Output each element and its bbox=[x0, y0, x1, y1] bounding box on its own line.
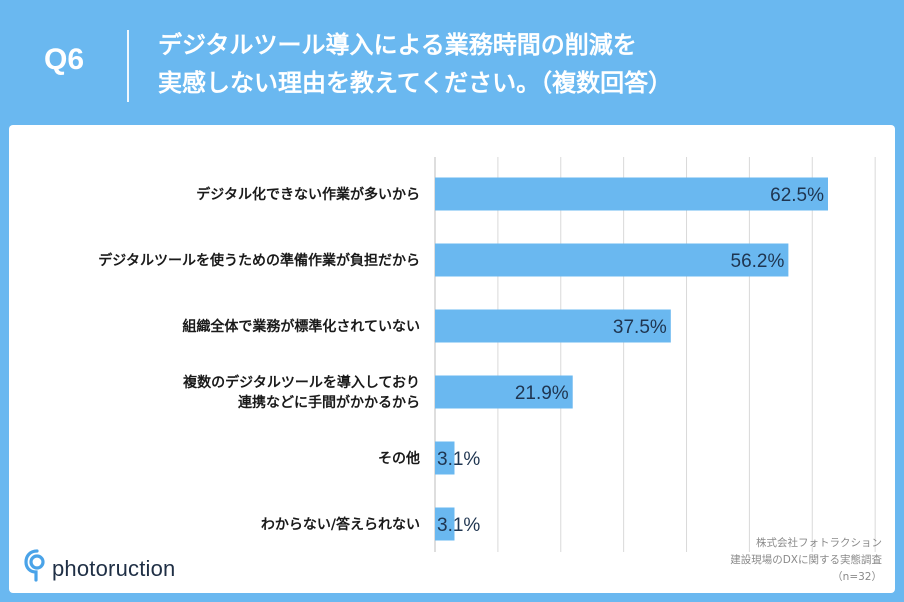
data-label: 56.2% bbox=[731, 251, 785, 272]
category-label: 組織全体で業務が標準化されていない bbox=[182, 318, 420, 335]
category-label: デジタルツールを使うための準備作業が負担だから bbox=[98, 252, 420, 269]
brand-logo-text: photoruction bbox=[52, 556, 176, 581]
bar bbox=[435, 507, 455, 541]
question-number: Q6 bbox=[44, 43, 85, 76]
title-line-1: デジタルツール導入による業務時間の削減を bbox=[158, 31, 637, 59]
bar bbox=[435, 375, 573, 409]
data-label: 62.5% bbox=[770, 185, 824, 206]
page-title: デジタルツール導入による業務時間の削減を 実感しない理由を教えてください。（複数… bbox=[158, 26, 878, 102]
category-label: 複数のデジタルツールを導入しており bbox=[182, 374, 420, 391]
data-label: 3.1% bbox=[437, 449, 480, 470]
category-label: デジタル化できない作業が多いから bbox=[196, 186, 420, 203]
title-line-2: 実感しない理由を教えてください。（複数回答） bbox=[158, 69, 673, 97]
data-label: 21.9% bbox=[515, 383, 569, 404]
bar bbox=[435, 441, 455, 475]
category-label: わからない/答えられない bbox=[261, 516, 420, 533]
category-label: 連携などに手間がかかるから bbox=[238, 394, 420, 411]
source-sample-size: （n=32） bbox=[832, 571, 882, 583]
header: Q6 デジタルツール導入による業務時間の削減を 実感しない理由を教えてください。… bbox=[0, 0, 904, 125]
photoruction-logo-icon bbox=[24, 549, 45, 582]
category-label: その他 bbox=[378, 450, 420, 467]
header-divider bbox=[127, 30, 129, 102]
bar bbox=[435, 177, 828, 211]
source-note: 株式会社フォトラクション 建設現場のDXに関する実態調査 （n=32） bbox=[730, 535, 882, 586]
data-label: 37.5% bbox=[613, 317, 667, 338]
bar bbox=[435, 243, 789, 277]
data-label: 3.1% bbox=[437, 515, 480, 536]
source-company: 株式会社フォトラクション bbox=[756, 537, 882, 549]
source-survey: 建設現場のDXに関する実態調査 bbox=[730, 554, 882, 566]
bar bbox=[435, 309, 671, 343]
